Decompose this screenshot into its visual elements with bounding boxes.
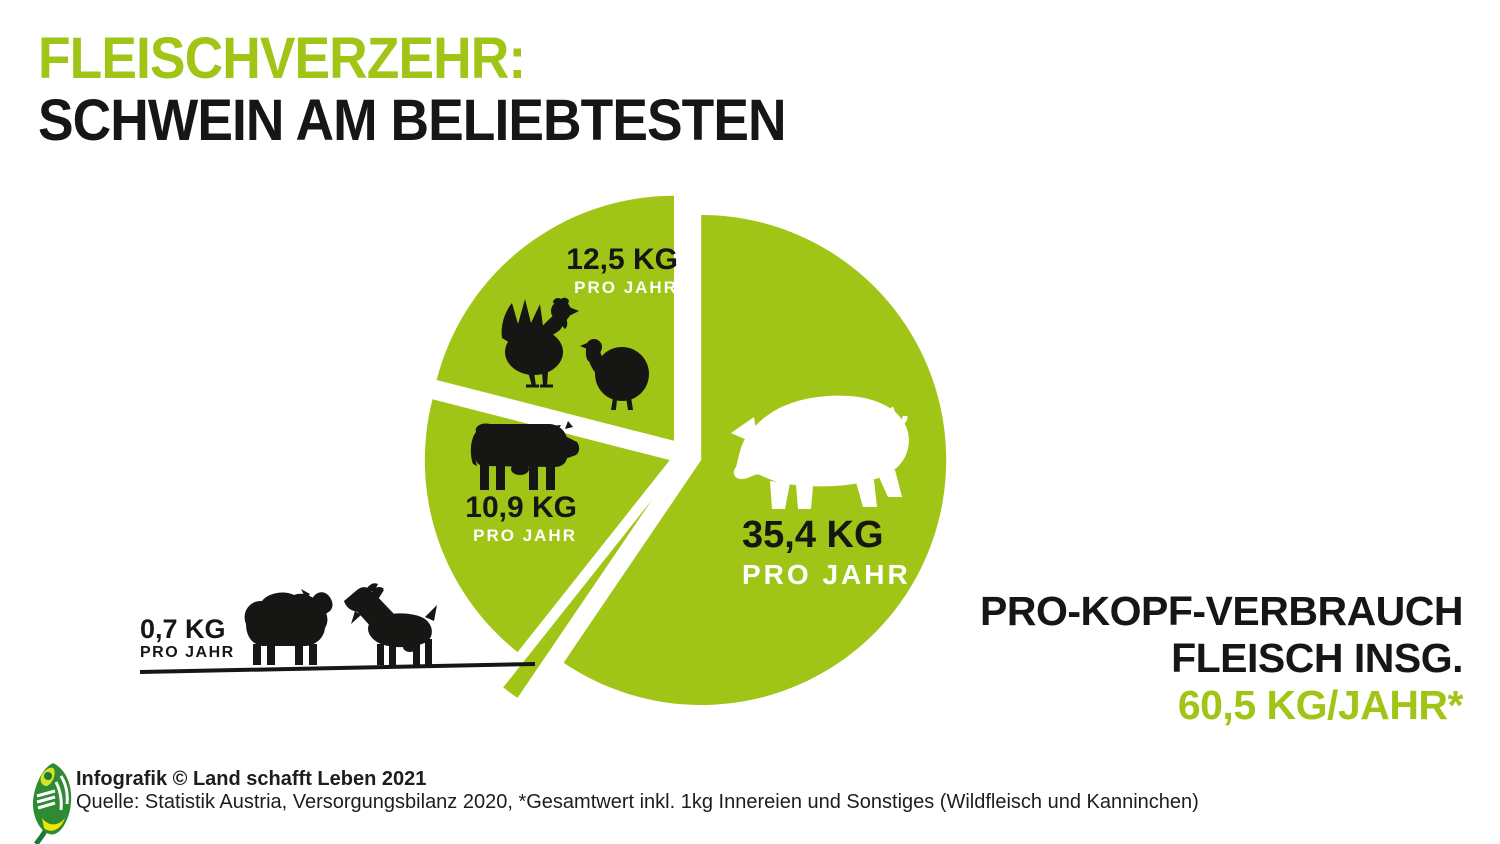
pig-value: 35,4 KG [742,514,884,556]
credit-line: Infografik © Land schafft Leben 2021 [76,768,427,790]
page-title: FLEISCHVERZEHR: SCHWEIN AM BELIEBTESTEN [38,28,851,152]
poultry-unit: PRO JAHR [574,277,678,297]
label-poultry: 12,5 KG PRO JAHR [566,244,678,296]
label-beef: 10,9 KG PRO JAHR [465,492,577,544]
sheep-goat-value: 0,7 KG [140,614,226,644]
sheep-goat-unit: PRO JAHR [140,644,235,662]
title-line-2: SCHWEIN AM BELIEBTESTEN [38,88,787,153]
label-sheep-goat: 0,7 KG PRO JAHR [140,615,235,662]
cattle-icon [470,421,580,490]
summary-total-value: 60,5 KG/JAHR* [1177,682,1464,728]
poultry-value: 12,5 KG [566,243,678,276]
label-pig: 35,4 KG PRO JAHR [742,514,911,590]
beef-unit: PRO JAHR [473,525,577,545]
turkey-icon [580,339,649,410]
sheep-icon [244,589,333,665]
summary-line-2: FLEISCH INSG. [1171,635,1463,681]
pig-unit: PRO JAHR [742,558,911,590]
chicken-icon [501,297,579,388]
title-line-1: FLEISCHVERZEHR: [38,26,526,91]
leaf-logo [32,763,72,844]
summary-line-1: PRO-KOPF-VERBRAUCH [980,588,1464,634]
beef-value: 10,9 KG [465,491,577,524]
source-line: Quelle: Statistik Austria, Versorgungsbi… [76,791,1199,813]
total-summary: PRO-KOPF-VERBRAUCH FLEISCH INSG. 60,5 KG… [980,588,1464,729]
goat-icon [344,583,437,665]
pig-icon [731,395,909,509]
ground-line [139,662,536,674]
pie-slice-schaf-und-ziege [503,499,653,698]
